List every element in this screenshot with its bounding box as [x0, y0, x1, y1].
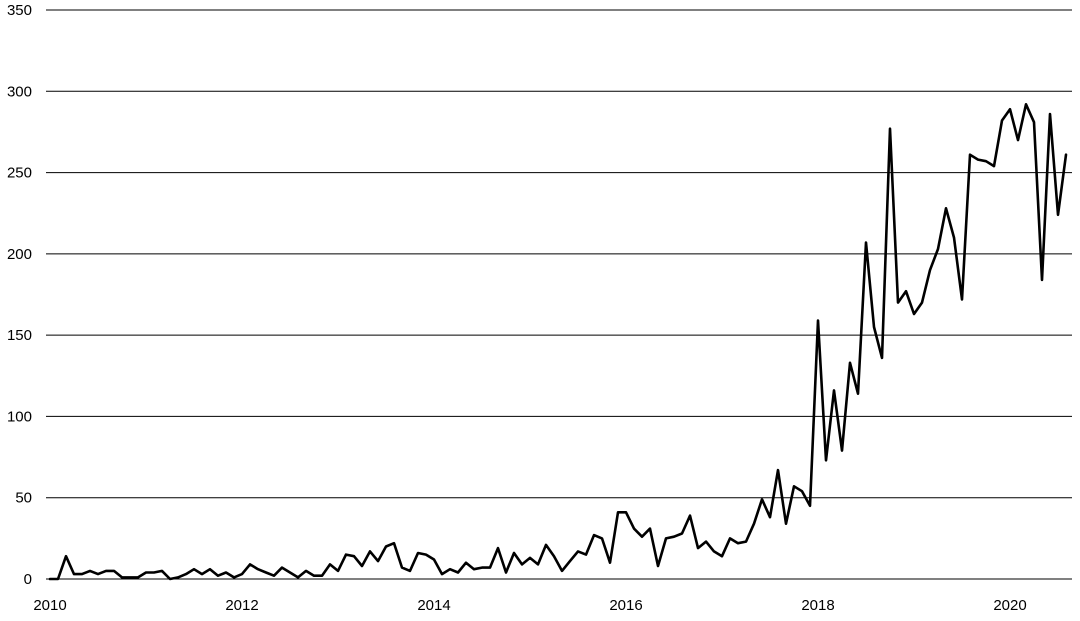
- gridlines: [46, 9, 1072, 499]
- x-tick-labels: 2010 2012 2014 2016 2018 2020: [33, 597, 1026, 614]
- x-tick-label: 2010: [33, 597, 66, 614]
- y-tick-labels: 0 50 100 150 200 250 300 350: [7, 2, 32, 588]
- x-tick-label: 2014: [417, 597, 450, 614]
- y-tick-label: 0: [24, 571, 32, 588]
- y-tick-label: 350: [7, 2, 32, 19]
- y-tick-label: 200: [7, 246, 32, 263]
- series-line: [48, 103, 1068, 581]
- y-tick-label: 300: [7, 83, 32, 100]
- y-tick-label: 150: [7, 327, 32, 344]
- x-tick-label: 2016: [609, 597, 642, 614]
- x-tick-label: 2020: [993, 597, 1026, 614]
- x-tick-label: 2012: [225, 597, 258, 614]
- y-tick-label: 50: [15, 490, 32, 507]
- x-tick-label: 2018: [801, 597, 834, 614]
- y-tick-label: 100: [7, 408, 32, 425]
- y-tick-label: 250: [7, 165, 32, 182]
